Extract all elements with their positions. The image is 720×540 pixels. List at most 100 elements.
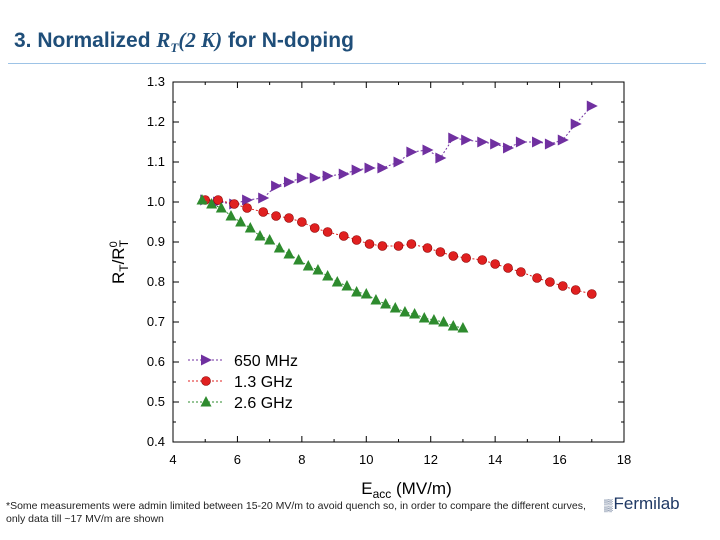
series-1-point xyxy=(422,243,433,253)
series-0-point xyxy=(461,134,473,146)
series-2-point xyxy=(370,294,382,305)
fermilab-logo-icon: ▒ xyxy=(604,498,613,512)
series-0-point xyxy=(377,162,389,174)
y-axis-label: RT/R0T xyxy=(108,239,131,284)
series-0-point xyxy=(364,162,376,174)
series-0-point xyxy=(283,176,295,188)
series-0-point xyxy=(351,164,363,176)
x-tick-label: 14 xyxy=(488,452,502,467)
series-1-point xyxy=(297,217,307,227)
series-2-point xyxy=(283,248,295,259)
series-1-point xyxy=(284,213,294,223)
series-1-point xyxy=(309,223,320,233)
series-1-point xyxy=(322,227,333,237)
series-0-point xyxy=(322,170,334,182)
legend-marker xyxy=(201,376,211,386)
title-suffix: for N-doping xyxy=(222,29,354,52)
series-1-point xyxy=(570,285,581,295)
y-axis-label-slash: /R xyxy=(109,247,128,264)
x-tick-label: 12 xyxy=(423,452,437,467)
series-2-point xyxy=(428,314,440,325)
title-math: RT(2 K) xyxy=(156,28,223,56)
series-1-point xyxy=(406,239,417,249)
series-2-point xyxy=(254,230,266,241)
series-0-point xyxy=(296,172,308,184)
y-tick-label: 1.2 xyxy=(147,114,165,129)
series-0-point xyxy=(532,136,544,148)
title-math-rest: (2 K) xyxy=(178,28,223,52)
y-tick-label: 0.7 xyxy=(147,314,165,329)
title-math-r: R xyxy=(156,28,171,52)
series-2-point xyxy=(273,242,285,253)
series-1-point xyxy=(532,273,542,283)
series-1-point xyxy=(271,211,281,221)
series-0-point xyxy=(586,100,598,112)
y-axis-label-sub2: T xyxy=(117,239,131,247)
series-0-point xyxy=(570,118,582,130)
series-2-point xyxy=(457,322,469,333)
series-0-point xyxy=(503,142,515,154)
series-2-point xyxy=(235,216,247,227)
series-0-point xyxy=(242,194,254,206)
series-0-point xyxy=(422,144,434,156)
series-2-point xyxy=(293,254,305,265)
footnote: *Some measurements were admin limited be… xyxy=(6,500,586,525)
x-tick-label: 16 xyxy=(552,452,566,467)
y-axis-label-sub1: T xyxy=(117,264,131,272)
series-line-0 xyxy=(205,105,593,205)
series-0-point xyxy=(406,146,418,158)
series-2-point xyxy=(264,234,276,245)
series-1-point xyxy=(557,281,568,291)
series-1-point xyxy=(377,241,388,251)
y-axis-label-r1: R xyxy=(109,272,128,284)
y-tick-label: 0.8 xyxy=(147,274,165,289)
series-line-2 xyxy=(201,199,464,329)
legend-marker xyxy=(201,354,212,366)
y-axis-label-sup2: 0 xyxy=(108,241,120,247)
y-tick-label: 0.6 xyxy=(147,354,165,369)
title-divider xyxy=(8,63,706,64)
series-2-point xyxy=(225,210,237,221)
series-2-point xyxy=(380,298,392,309)
title-math-sub: T xyxy=(170,40,179,56)
series-2-point xyxy=(351,286,363,297)
series-1-point xyxy=(545,277,555,287)
y-tick-label: 0.5 xyxy=(147,394,165,409)
series-0-point xyxy=(490,138,502,150)
series-1-point xyxy=(586,289,597,299)
series-2-point xyxy=(438,316,450,327)
series-0-point xyxy=(557,134,569,146)
series-0-point xyxy=(435,152,447,164)
series-1-point xyxy=(229,199,240,209)
series-1-point xyxy=(393,241,404,251)
series-0-point xyxy=(309,172,321,184)
series-1-point xyxy=(503,263,513,273)
series-2-point xyxy=(206,198,218,209)
y-tick-label: 1.1 xyxy=(147,154,165,169)
legend-entry: 2.6 GHz xyxy=(234,395,293,412)
x-tick-label: 8 xyxy=(298,452,305,467)
series-1-point xyxy=(516,267,526,277)
x-tick-label: 4 xyxy=(169,452,176,467)
series-2-point xyxy=(215,202,227,213)
series-1-point xyxy=(448,251,459,261)
series-0-point xyxy=(258,192,270,204)
series-1-point xyxy=(242,203,252,213)
series-2-point xyxy=(399,306,411,317)
x-axis-label: Eacc (MV/m) xyxy=(361,479,451,501)
series-1-point xyxy=(490,259,500,269)
y-tick-label: 0.9 xyxy=(147,234,165,249)
series-1-point xyxy=(351,235,362,245)
legend-entry: 650 MHz xyxy=(234,353,298,370)
title-prefix: 3. Normalized xyxy=(14,29,157,52)
slide-title: 3. Normalized RT(2 K) for N-doping xyxy=(14,28,354,56)
series-1-point xyxy=(364,239,375,249)
series-1-point xyxy=(461,253,471,263)
series-2-point xyxy=(196,194,208,205)
y-tick-label: 1.3 xyxy=(147,74,165,89)
series-1-point xyxy=(258,207,269,217)
series-2-point xyxy=(360,288,372,299)
series-2-point xyxy=(312,264,324,275)
y-tick-label: 1.0 xyxy=(147,194,165,209)
series-0-point xyxy=(477,136,489,148)
